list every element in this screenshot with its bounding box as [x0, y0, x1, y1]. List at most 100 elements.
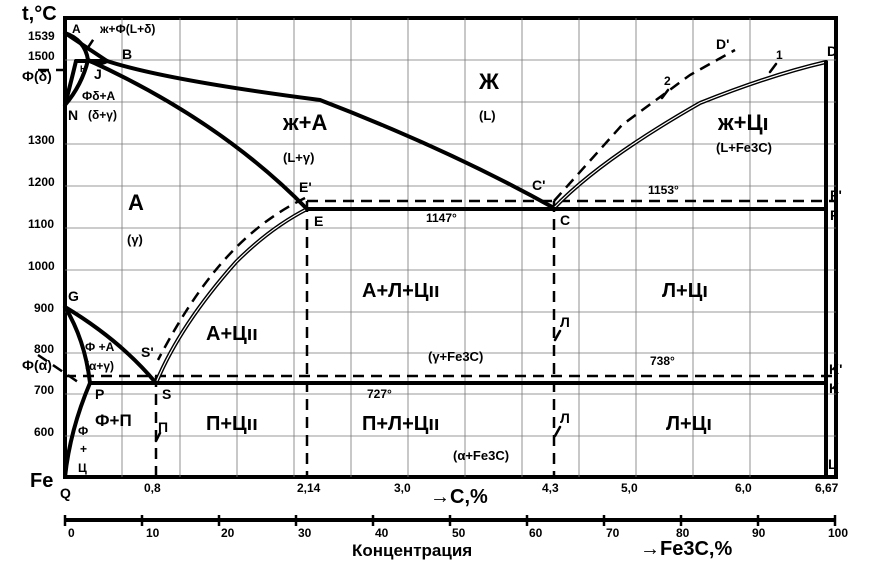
point-p: P	[95, 386, 104, 402]
y-tick: 1000	[28, 259, 55, 273]
dashed-lines	[37, 36, 836, 477]
scale-tick: 100	[828, 526, 848, 540]
label-a: А	[128, 190, 144, 215]
label-delta-gamma: (δ+γ)	[88, 108, 117, 122]
concentration-label: Концентрация	[352, 541, 472, 560]
scale-tick: 20	[221, 526, 235, 540]
point-k: K	[829, 380, 839, 396]
scale-tick: 40	[375, 526, 389, 540]
y-axis-label: t,°C	[22, 3, 57, 25]
label-zh-a: ж+А	[282, 110, 327, 135]
label-zh-c: ж+Цı	[717, 110, 769, 135]
x-tick: 6,67	[815, 481, 839, 495]
curve-1-label: 1	[776, 48, 783, 62]
x-tick: 5,0	[621, 481, 638, 495]
point-s: S	[162, 386, 171, 402]
point-a: A	[72, 22, 81, 36]
y-tick: 800	[34, 342, 54, 356]
point-g: G	[68, 288, 79, 304]
label-l-mark-2: Л	[560, 410, 570, 426]
label-t738: 738°	[650, 354, 675, 368]
y-tick: 600	[34, 425, 54, 439]
marker-ticks	[154, 62, 778, 443]
y-tick: 1500	[28, 49, 55, 63]
phase-lines	[63, 31, 828, 479]
scale-tick: 50	[452, 526, 466, 540]
origin-label: Fe	[30, 470, 53, 492]
diagram-frame	[63, 16, 838, 479]
point-c-prime: C'	[532, 177, 545, 193]
x-axis-label: →C,%	[430, 486, 488, 508]
label-gamma-fe3c: (γ+Fe3C)	[428, 349, 483, 364]
label-zh-c-sub: (L+Fe3C)	[716, 140, 772, 155]
label-a-c2: А+Цıı	[206, 323, 258, 345]
scale-tick: 90	[752, 526, 766, 540]
label-l-mark-1: Л	[560, 314, 570, 330]
label-l-c1: Л+Цı	[662, 280, 708, 302]
y-tick: 1100	[28, 217, 54, 231]
x-tick-labels: 0,8 2,14 3,0 4,3 5,0 6,0 6,67	[144, 481, 839, 495]
label-l-c1-low: Л+Цı	[666, 413, 712, 435]
y-tick: 900	[34, 301, 54, 315]
point-e: E	[314, 213, 323, 229]
scale-tick: 70	[606, 526, 620, 540]
label-p-l-c2: П+Л+Цıı	[362, 413, 440, 435]
y-tick: 1200	[28, 175, 55, 189]
label-a-l-c: А+Л+Цıı	[362, 280, 440, 302]
point-q: Q	[60, 485, 71, 501]
point-labels: A B H J N D D' 1 2 E' E C' C F' F G P S …	[60, 22, 842, 501]
label-liq-phi: ж+Ф(L+δ)	[99, 22, 155, 36]
point-l: L	[828, 456, 837, 472]
point-d: D	[827, 43, 837, 59]
x-tick: 3,0	[394, 481, 411, 495]
x-tick: 4,3	[542, 481, 559, 495]
point-c: C	[560, 212, 570, 228]
point-e-prime: E'	[299, 179, 312, 195]
y-tick-labels: 1539 1500 1300 1200 1100 1000 900 800 70…	[28, 29, 55, 439]
point-f-prime: F'	[830, 187, 842, 203]
curve-2-label: 2	[664, 74, 671, 88]
point-n: N	[68, 107, 78, 123]
label-phi-a: Ф +А	[85, 340, 115, 354]
scale-tick: 10	[146, 526, 160, 540]
label-alpha-fe3c: (α+Fe3C)	[453, 448, 509, 463]
label-phi-c-2: +	[80, 442, 87, 456]
scale-tick: 60	[529, 526, 543, 540]
point-f: F	[830, 207, 839, 223]
label-p-c2: П+Цıı	[206, 413, 258, 435]
grid	[65, 18, 836, 477]
scale-tick: 0	[68, 526, 75, 540]
x-tick: 2,14	[297, 481, 321, 495]
label-zh-sub: (L)	[479, 108, 496, 123]
y-tick: 1539	[28, 29, 55, 43]
label-zh-a-sub: (L+γ)	[283, 150, 314, 165]
fe3c-axis-label: →Fe3C,%	[640, 538, 732, 560]
label-t1153: 1153°	[648, 183, 679, 197]
x-tick: 0,8	[144, 481, 161, 495]
label-phi-c-1: Ф	[78, 424, 88, 438]
label-p: П	[158, 419, 168, 435]
label-t1147: 1147°	[426, 211, 457, 225]
label-phi-p: Ф+П	[95, 411, 132, 430]
y-tick: 700	[34, 383, 54, 397]
label-a-sub: (γ)	[127, 232, 143, 247]
concentration-scale: 0 10 20 30 40 50 60 70 80 90 100 Концент…	[63, 515, 848, 560]
label-alpha-gamma: (α+γ)	[85, 359, 114, 373]
label-phi-delta: Ф(δ)	[22, 68, 52, 84]
region-labels: Ф(δ) Ф(α) ж+Ф(L+δ) Фδ+А (δ+γ) Ж (L) ж+А …	[22, 22, 772, 475]
label-zh: Ж	[478, 69, 499, 94]
point-d-prime: D'	[716, 36, 729, 52]
scale-tick: 30	[298, 526, 312, 540]
point-s-prime: S'	[141, 344, 154, 360]
point-b: B	[122, 46, 132, 62]
point-h: H	[80, 64, 87, 74]
point-k-prime: K'	[829, 361, 842, 377]
point-j: J	[94, 66, 102, 82]
label-phi-alpha: Ф(α)	[22, 357, 52, 373]
label-t727: 727°	[367, 387, 392, 401]
y-tick: 1300	[28, 133, 55, 147]
label-phi-delta-a: Фδ+А	[82, 89, 116, 103]
x-tick: 6,0	[735, 481, 752, 495]
scale-tick: 80	[676, 526, 690, 540]
